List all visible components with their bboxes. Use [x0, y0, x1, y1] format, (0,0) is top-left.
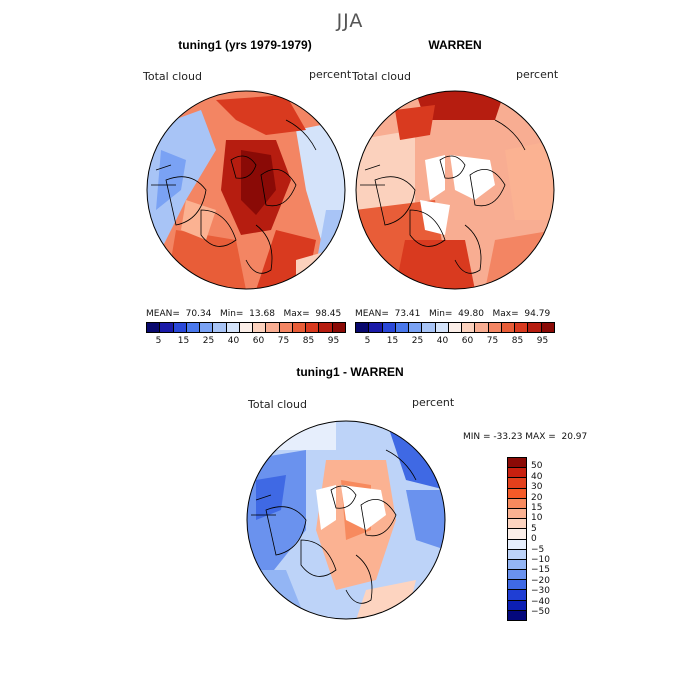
left-colorbar-tick: 40 — [227, 336, 240, 346]
right-colorbar-swatch — [435, 323, 449, 332]
diff-colorbar-swatch — [508, 468, 526, 479]
diff-colorbar-tick: 30 — [531, 482, 543, 493]
figure-title: JJA — [336, 10, 364, 32]
left-colorbar-swatch — [186, 323, 201, 332]
left-colorbar-swatch — [160, 323, 174, 332]
left-polar-map — [146, 90, 346, 290]
right-colorbar-tick: 15 — [386, 336, 399, 346]
diff-colorbar-swatch — [508, 580, 526, 591]
diff-colorbar-tick: 5 — [531, 523, 537, 534]
diff-colorbar-swatch — [508, 549, 526, 560]
left-colorbar-tick: 25 — [202, 336, 215, 346]
left-colorbar-swatch — [253, 323, 267, 332]
diff-stats: MIN = -33.23 MAX = 20.97 — [463, 432, 588, 442]
diff-polar-map — [246, 420, 446, 620]
left-units-label: percent — [309, 68, 352, 81]
diff-colorbar-tick: 0 — [531, 534, 537, 545]
left-colorbar-tick: 5 — [155, 336, 162, 346]
diff-colorbar-swatch — [508, 539, 526, 550]
left-variable-label: Total cloud — [143, 70, 202, 83]
right-panel-title: WARREN — [428, 38, 482, 52]
right-colorbar-tick: 40 — [436, 336, 449, 346]
diff-colorbar-swatch — [508, 610, 526, 620]
left-colorbar-swatch — [147, 323, 161, 332]
diff-colorbar-tick: 40 — [531, 471, 543, 482]
diff-colorbar-tick: −50 — [531, 607, 550, 618]
right-colorbar-swatch — [422, 323, 436, 332]
right-colorbar-swatch — [501, 323, 516, 332]
left-colorbar-swatch — [319, 323, 333, 332]
left-colorbar-tick: 15 — [177, 336, 190, 346]
right-colorbar-swatch — [448, 323, 463, 332]
diff-colorbar-tick: −40 — [531, 596, 550, 607]
diff-colorbar-tick: −30 — [531, 586, 550, 597]
right-colorbar-swatch — [409, 323, 423, 332]
diff-colorbar-tick: −10 — [531, 555, 550, 566]
diff-colorbar-swatch — [508, 508, 526, 520]
right-colorbar-swatch — [395, 323, 410, 332]
diff-colorbar-swatch — [508, 478, 526, 489]
right-colorbar-swatch — [488, 323, 502, 332]
diff-colorbar-swatch — [508, 529, 526, 540]
left-colorbar-swatch — [292, 323, 307, 332]
diff-units-label: percent — [412, 396, 455, 409]
left-colorbar: 5 15 25 40 60 75 85 95 — [146, 322, 346, 346]
right-colorbar-tick: 85 — [511, 336, 524, 346]
diff-colorbar-tick: 15 — [531, 503, 543, 514]
diff-colorbar-tick: −15 — [531, 565, 550, 576]
right-variable-label: Total cloud — [352, 70, 411, 83]
left-colorbar-swatch — [306, 323, 320, 332]
diff-panel-title: tuning1 - WARREN — [296, 365, 404, 379]
right-colorbar-swatch — [462, 323, 476, 332]
right-colorbar-tick: 5 — [364, 336, 371, 346]
diff-colorbar-swatch — [508, 600, 526, 611]
diff-colorbar-swatch — [508, 498, 526, 509]
right-colorbar-swatch — [356, 323, 370, 332]
left-colorbar-tick: 75 — [277, 336, 290, 346]
diff-colorbar-tick: −5 — [531, 544, 545, 555]
right-colorbar-tick: 25 — [411, 336, 424, 346]
right-colorbar-tick: 75 — [486, 336, 499, 346]
right-colorbar-swatch — [541, 323, 554, 332]
left-colorbar-swatch — [279, 323, 293, 332]
diff-variable-label: Total cloud — [248, 398, 307, 411]
diff-colorbar-swatch — [508, 488, 526, 499]
right-colorbar-swatch — [515, 323, 529, 332]
diff-colorbar-tick: 10 — [531, 513, 543, 524]
right-polar-map — [355, 90, 555, 290]
diff-colorbar-swatch — [508, 559, 526, 571]
diff-colorbar-swatch — [508, 590, 526, 601]
diff-colorbar-swatch — [508, 570, 526, 581]
left-colorbar-tick: 85 — [302, 336, 315, 346]
diff-colorbar-tick: 20 — [531, 492, 543, 503]
right-colorbar-swatch — [528, 323, 542, 332]
right-colorbar-swatch — [382, 323, 396, 332]
diff-colorbar-swatch — [508, 519, 526, 530]
diff-colorbar: 50 40 30 20 15 10 5 0 −5 −10 −15 −20 −30 −40 −50 — [507, 457, 550, 621]
right-stats: MEAN= 73.41 Min= 49.80 Max= 94.79 — [355, 309, 551, 319]
left-colorbar-swatch — [200, 323, 214, 332]
left-colorbar-tick: 60 — [252, 336, 265, 346]
diff-colorbar-tick: −20 — [531, 575, 550, 586]
left-colorbar-swatch — [226, 323, 240, 332]
left-colorbar-tick: 95 — [327, 336, 340, 346]
left-panel-title: tuning1 (yrs 1979-1979) — [178, 38, 312, 52]
left-colorbar-swatch — [239, 323, 254, 332]
diff-colorbar-swatch — [508, 458, 526, 469]
left-colorbar-swatch — [213, 323, 227, 332]
left-colorbar-swatch — [266, 323, 280, 332]
right-colorbar-swatch — [369, 323, 383, 332]
right-colorbar-tick: 95 — [536, 336, 549, 346]
right-colorbar-swatch — [475, 323, 489, 332]
right-colorbar: 5 15 25 40 60 75 85 95 — [355, 322, 555, 346]
left-stats: MEAN= 70.34 Min= 13.68 Max= 98.45 — [146, 309, 342, 319]
left-colorbar-swatch — [332, 323, 345, 332]
right-colorbar-tick: 60 — [461, 336, 474, 346]
left-colorbar-swatch — [173, 323, 187, 332]
right-units-label: percent — [516, 68, 559, 81]
diff-colorbar-tick: 50 — [531, 461, 543, 472]
